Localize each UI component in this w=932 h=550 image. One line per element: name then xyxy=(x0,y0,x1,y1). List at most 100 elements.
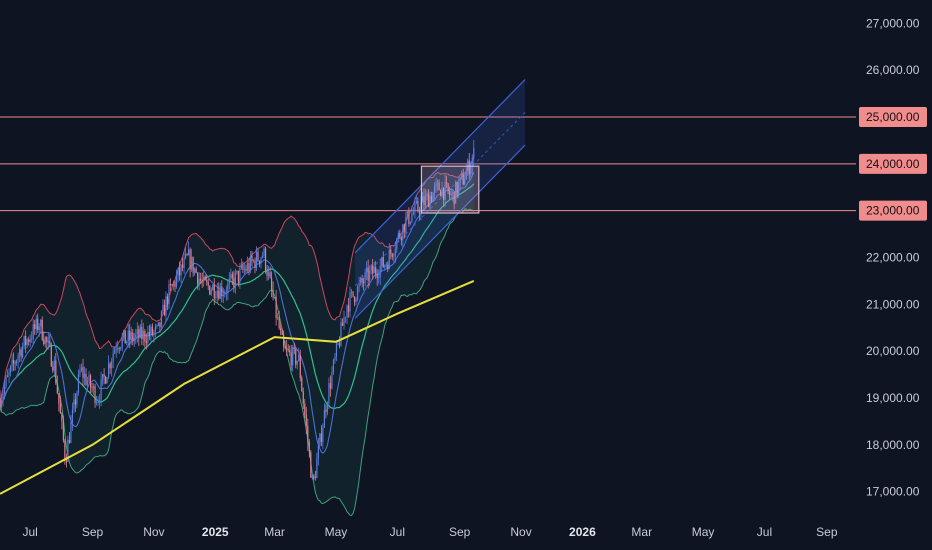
candle-body xyxy=(26,339,28,346)
candle-body xyxy=(298,354,300,361)
candle xyxy=(430,191,433,204)
candle-body xyxy=(86,381,89,385)
candle xyxy=(352,291,354,298)
range-rectangle xyxy=(420,165,480,214)
level-label-bg xyxy=(859,153,927,174)
candle xyxy=(47,333,49,350)
candle-body xyxy=(117,348,119,350)
candle xyxy=(177,267,179,283)
x-tick-label: Nov xyxy=(143,525,164,539)
candle-body xyxy=(9,366,12,373)
candle xyxy=(2,387,4,407)
candle xyxy=(160,310,163,329)
candle xyxy=(317,437,319,466)
candle xyxy=(361,274,363,288)
candle-body xyxy=(323,409,325,428)
candle-body xyxy=(192,256,194,273)
candle-body xyxy=(471,157,473,167)
candle xyxy=(453,191,455,210)
candle xyxy=(70,414,72,444)
candle-body xyxy=(198,278,200,285)
candle-body xyxy=(334,356,336,360)
candle-body xyxy=(225,293,227,294)
candle-body xyxy=(261,255,264,258)
candle-body xyxy=(115,348,117,350)
candle-body xyxy=(408,210,410,225)
candle xyxy=(387,261,389,273)
candle xyxy=(50,342,52,368)
candle xyxy=(441,181,443,198)
candle xyxy=(207,278,209,290)
candle xyxy=(347,297,350,318)
candle-body xyxy=(181,264,184,268)
candle-body xyxy=(148,331,150,336)
candle-body xyxy=(17,355,19,361)
candle xyxy=(166,293,169,311)
y-tick-label: 27,000.00 xyxy=(866,16,920,30)
candle xyxy=(326,401,329,416)
candle-body xyxy=(200,278,202,281)
candle-body xyxy=(376,273,378,279)
candle xyxy=(255,246,258,272)
candle xyxy=(350,288,353,299)
candle xyxy=(108,355,110,380)
candle-body xyxy=(352,291,354,297)
candle xyxy=(73,393,75,414)
candle xyxy=(373,262,375,274)
candle-body xyxy=(382,257,384,268)
candle xyxy=(28,336,30,346)
candle-body xyxy=(174,282,176,287)
candle-body xyxy=(319,433,321,446)
candle xyxy=(450,188,452,200)
candle-body xyxy=(2,393,4,400)
candle xyxy=(126,340,128,346)
candle xyxy=(278,310,280,330)
candle-body xyxy=(325,409,327,412)
candle xyxy=(203,270,205,287)
candle-body xyxy=(216,290,218,298)
candle xyxy=(132,329,134,346)
candle xyxy=(379,258,381,286)
candle xyxy=(178,261,181,281)
candle-body xyxy=(432,192,434,202)
candle-body xyxy=(25,336,27,346)
candle-body xyxy=(299,354,301,378)
candle xyxy=(432,191,434,202)
candle xyxy=(77,369,80,396)
candle-body xyxy=(97,401,99,403)
candle-body xyxy=(353,296,356,302)
candle-body xyxy=(280,328,282,331)
candle xyxy=(266,264,268,281)
candle xyxy=(328,377,330,410)
candle xyxy=(427,188,430,208)
candle-body xyxy=(270,277,273,290)
candle xyxy=(189,247,191,278)
candle-body xyxy=(37,318,39,331)
candle-body xyxy=(132,332,134,342)
candle-body xyxy=(139,326,141,338)
candle xyxy=(263,246,265,259)
candle xyxy=(370,263,372,275)
y-tick-label: 21,000.00 xyxy=(866,297,920,311)
candle xyxy=(43,331,45,346)
candle-body xyxy=(80,367,83,371)
candle xyxy=(109,361,111,374)
candle xyxy=(216,282,218,305)
candle-body xyxy=(34,324,36,330)
candle-body xyxy=(449,191,451,195)
candle-body xyxy=(6,375,9,377)
candle-body xyxy=(444,182,446,200)
candle xyxy=(378,269,380,284)
candle xyxy=(385,262,387,269)
candle-body xyxy=(19,349,21,356)
candle-body xyxy=(302,391,304,404)
candle xyxy=(25,330,27,353)
candle xyxy=(390,245,392,260)
x-tick-label: Jul xyxy=(757,525,772,539)
candle-body xyxy=(438,182,440,191)
candle xyxy=(46,336,48,351)
candle-body xyxy=(147,331,149,343)
candle xyxy=(442,187,445,206)
candle xyxy=(310,449,312,478)
